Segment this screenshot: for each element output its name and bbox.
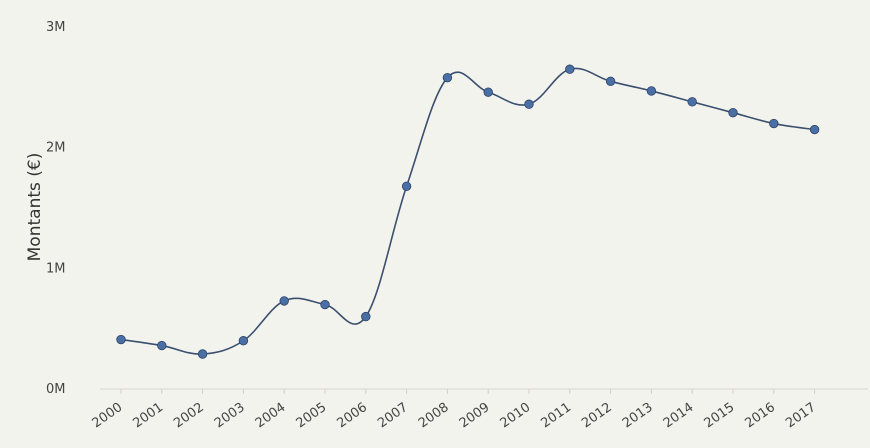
x-tick-label: 2003 — [212, 400, 248, 431]
data-point-2016 — [769, 118, 779, 129]
x-tick-label: 2017 — [783, 400, 819, 431]
data-point-2008 — [442, 72, 453, 83]
data-point-2004 — [279, 296, 289, 306]
x-tick-label: 2005 — [294, 400, 330, 431]
x-tick-label: 2001 — [130, 400, 166, 431]
y-tick-label: 3M — [46, 20, 66, 35]
y-tick-label: 2M — [46, 141, 66, 156]
data-point-2006 — [361, 311, 371, 322]
x-tick-label: 2009 — [457, 400, 493, 431]
x-tick-label: 2015 — [702, 400, 738, 431]
data-point-2003 — [238, 336, 249, 346]
x-tick-label: 2010 — [498, 400, 534, 431]
y-tick-label: 0M — [46, 382, 66, 397]
x-tick-label: 2008 — [416, 400, 452, 431]
y-axis: 0M 1M 2M 3M — [46, 20, 66, 397]
data-points — [116, 64, 820, 359]
data-point-2013 — [646, 86, 657, 96]
x-tick-label: 2013 — [620, 400, 656, 431]
y-axis-label: Montants (€) — [25, 153, 45, 262]
data-point-2017 — [809, 124, 820, 135]
data-point-2015 — [728, 107, 738, 118]
x-tick-label: 2002 — [171, 400, 207, 431]
data-point-2000 — [116, 334, 126, 345]
x-axis: 2000 2001 2002 2003 2004 2005 2006 2007 2008 2009… — [90, 388, 868, 431]
x-tick-label: 2014 — [661, 400, 697, 431]
y-tick-label: 1M — [46, 261, 66, 276]
x-tick-label: 2000 — [90, 400, 126, 431]
data-point-2010 — [524, 99, 534, 109]
x-tick-label: 2011 — [538, 400, 574, 431]
data-point-2012 — [605, 76, 616, 87]
x-tick-label: 2004 — [253, 400, 289, 431]
data-point-2011 — [565, 64, 575, 74]
data-point-2002 — [197, 349, 208, 359]
x-tick-label: 2006 — [334, 400, 370, 431]
data-point-2014 — [687, 97, 697, 107]
data-point-2005 — [320, 299, 330, 310]
data-point-2007 — [401, 181, 412, 191]
data-point-2009 — [483, 87, 493, 97]
x-tick-label: 2012 — [579, 400, 615, 431]
x-tick-label: 2016 — [742, 400, 778, 431]
series-line — [120, 67, 815, 355]
x-tick-label: 2007 — [375, 400, 411, 431]
data-point-2001 — [157, 340, 167, 351]
